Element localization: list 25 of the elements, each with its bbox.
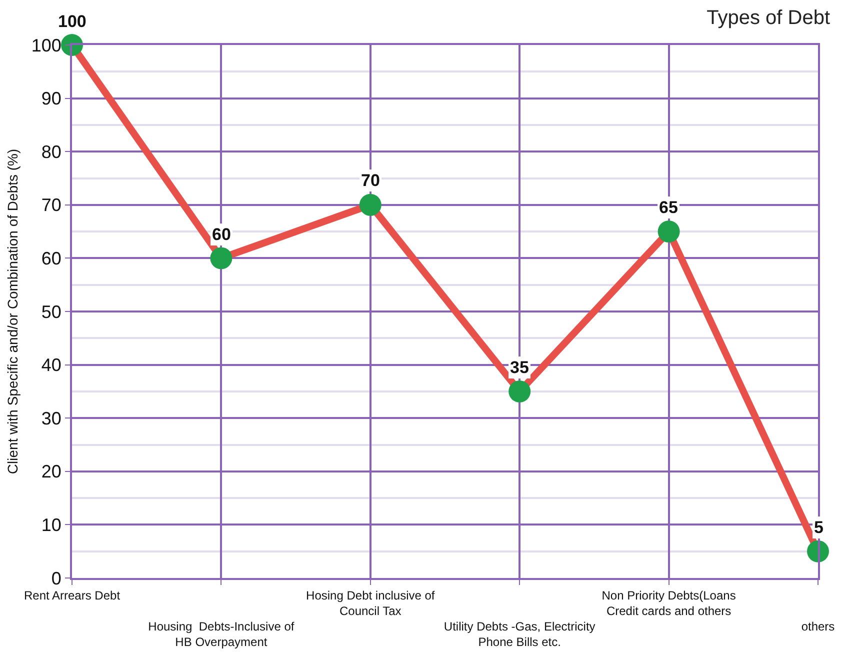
data-label: 60 (212, 225, 231, 244)
y-tick-label: 20 (41, 462, 62, 482)
x-tick-label: Rent Arrears Debt (24, 588, 121, 602)
y-tick-label: 70 (41, 195, 62, 216)
y-tick-label: 50 (41, 302, 62, 322)
y-tick-label: 80 (41, 142, 62, 162)
data-label: 70 (361, 171, 380, 190)
data-label: 35 (510, 358, 529, 377)
chart-title: Types of Debt (706, 6, 830, 29)
y-tick-label: 0 (51, 568, 62, 588)
x-tick-label: Utility Debts -Gas, Electricity Phone Bills etc. (444, 620, 596, 650)
y-tick-label: 100 (31, 35, 62, 56)
y-tick-label: 60 (41, 248, 62, 268)
y-axis-title: Client with Specific and/or Combination of Debts (%) (4, 148, 20, 474)
y-tick-label: 40 (41, 355, 62, 376)
data-label: 5 (814, 518, 824, 537)
y-tick-label: 90 (41, 88, 62, 109)
x-tick-label: others (801, 620, 835, 634)
y-tick-label: 30 (41, 408, 62, 428)
x-tick-label: Non Priority Debts(Loans Credit cards and others (602, 588, 736, 618)
data-label: 100 (58, 12, 86, 31)
x-tick-label: Housing Debts-Inclusive of HB Overpayment (148, 620, 295, 650)
x-tick-label: Hosing Debt inclusive of Council Tax (306, 588, 436, 618)
data-label: 65 (659, 198, 678, 217)
y-tick-label: 10 (41, 515, 62, 535)
